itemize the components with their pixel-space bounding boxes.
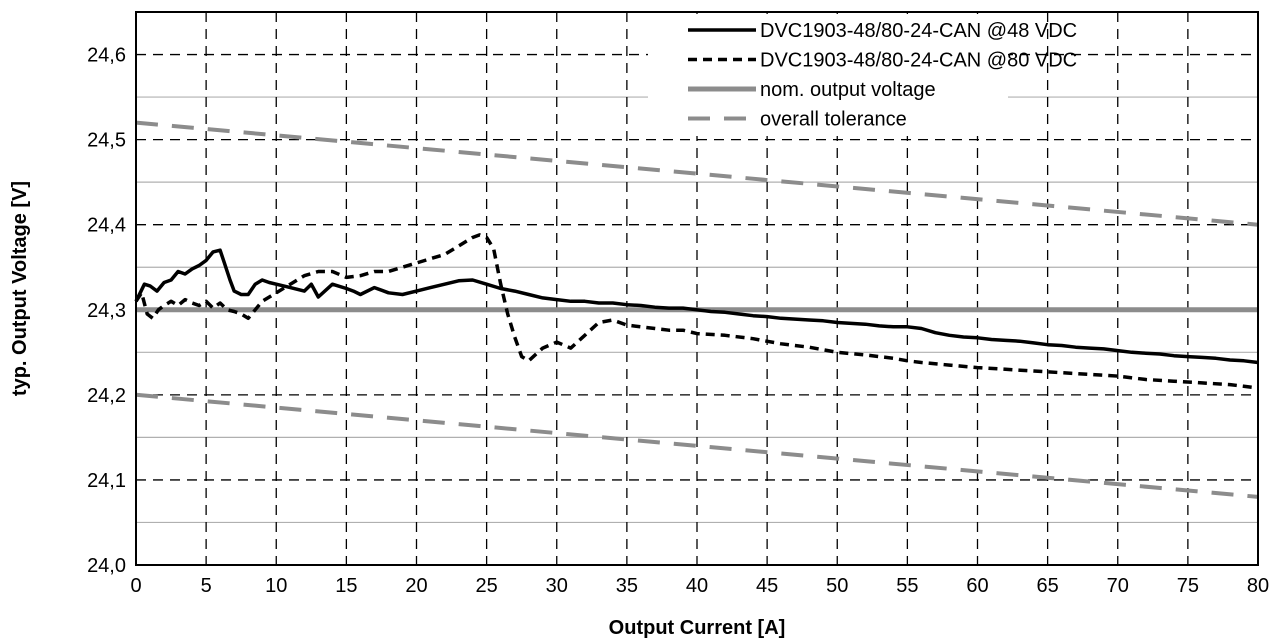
y-tick-label: 24,0 [87,555,126,577]
legend-label: DVC1903-48/80-24-CAN @80 VDC [760,50,1077,72]
series-layer [134,120,1259,499]
x-axis-title: Output Current [A] [609,617,786,639]
y-tick-label: 24,5 [87,130,126,152]
y-tick-label: 24,6 [87,45,126,67]
series-line-3 [135,120,1259,227]
x-tick-label: 70 [1107,575,1129,597]
legend: DVC1903-48/80-24-CAN @48 VDC DVC1903-48/8… [648,14,1077,136]
series-line-0 [134,248,1259,365]
x-tick-label: 40 [686,575,708,597]
x-tick-label: 0 [130,575,141,597]
series-line-4 [135,392,1259,499]
x-tick-label: 50 [826,575,848,597]
series-line-1 [134,233,1259,390]
x-tick-label: 60 [966,575,988,597]
x-tick-label: 45 [756,575,778,597]
legend-background [648,14,1008,136]
y-tick-label: 24,3 [87,300,126,322]
x-tick-label: 30 [546,575,568,597]
x-tick-label: 25 [476,575,498,597]
legend-label: nom. output voltage [760,79,936,101]
plot-area-frame [135,11,1259,566]
y-tick-label: 24,1 [87,470,126,492]
legend-label: overall tolerance [760,109,907,131]
legend-label: DVC1903-48/80-24-CAN @48 VDC [760,20,1077,42]
x-tick-label: 5 [201,575,212,597]
x-tick-label: 80 [1247,575,1269,597]
y-axis-title: typ. Output Voltage [V] [9,181,31,396]
x-tick-label: 35 [616,575,638,597]
x-tick-label: 65 [1037,575,1059,597]
x-tick-label: 55 [896,575,918,597]
y-tick-label: 24,4 [87,215,126,237]
x-tick-label: 75 [1177,575,1199,597]
axes [135,11,1259,566]
x-tick-label: 10 [265,575,287,597]
x-tick-label: 20 [405,575,427,597]
y-tick-label: 24,2 [87,385,126,407]
tick-labels: 0 5 10 15 20 25 30 35 40 45 50 55 60 65 70 75 80 24,0 24,1… [87,45,1269,597]
x-tick-label: 15 [335,575,357,597]
